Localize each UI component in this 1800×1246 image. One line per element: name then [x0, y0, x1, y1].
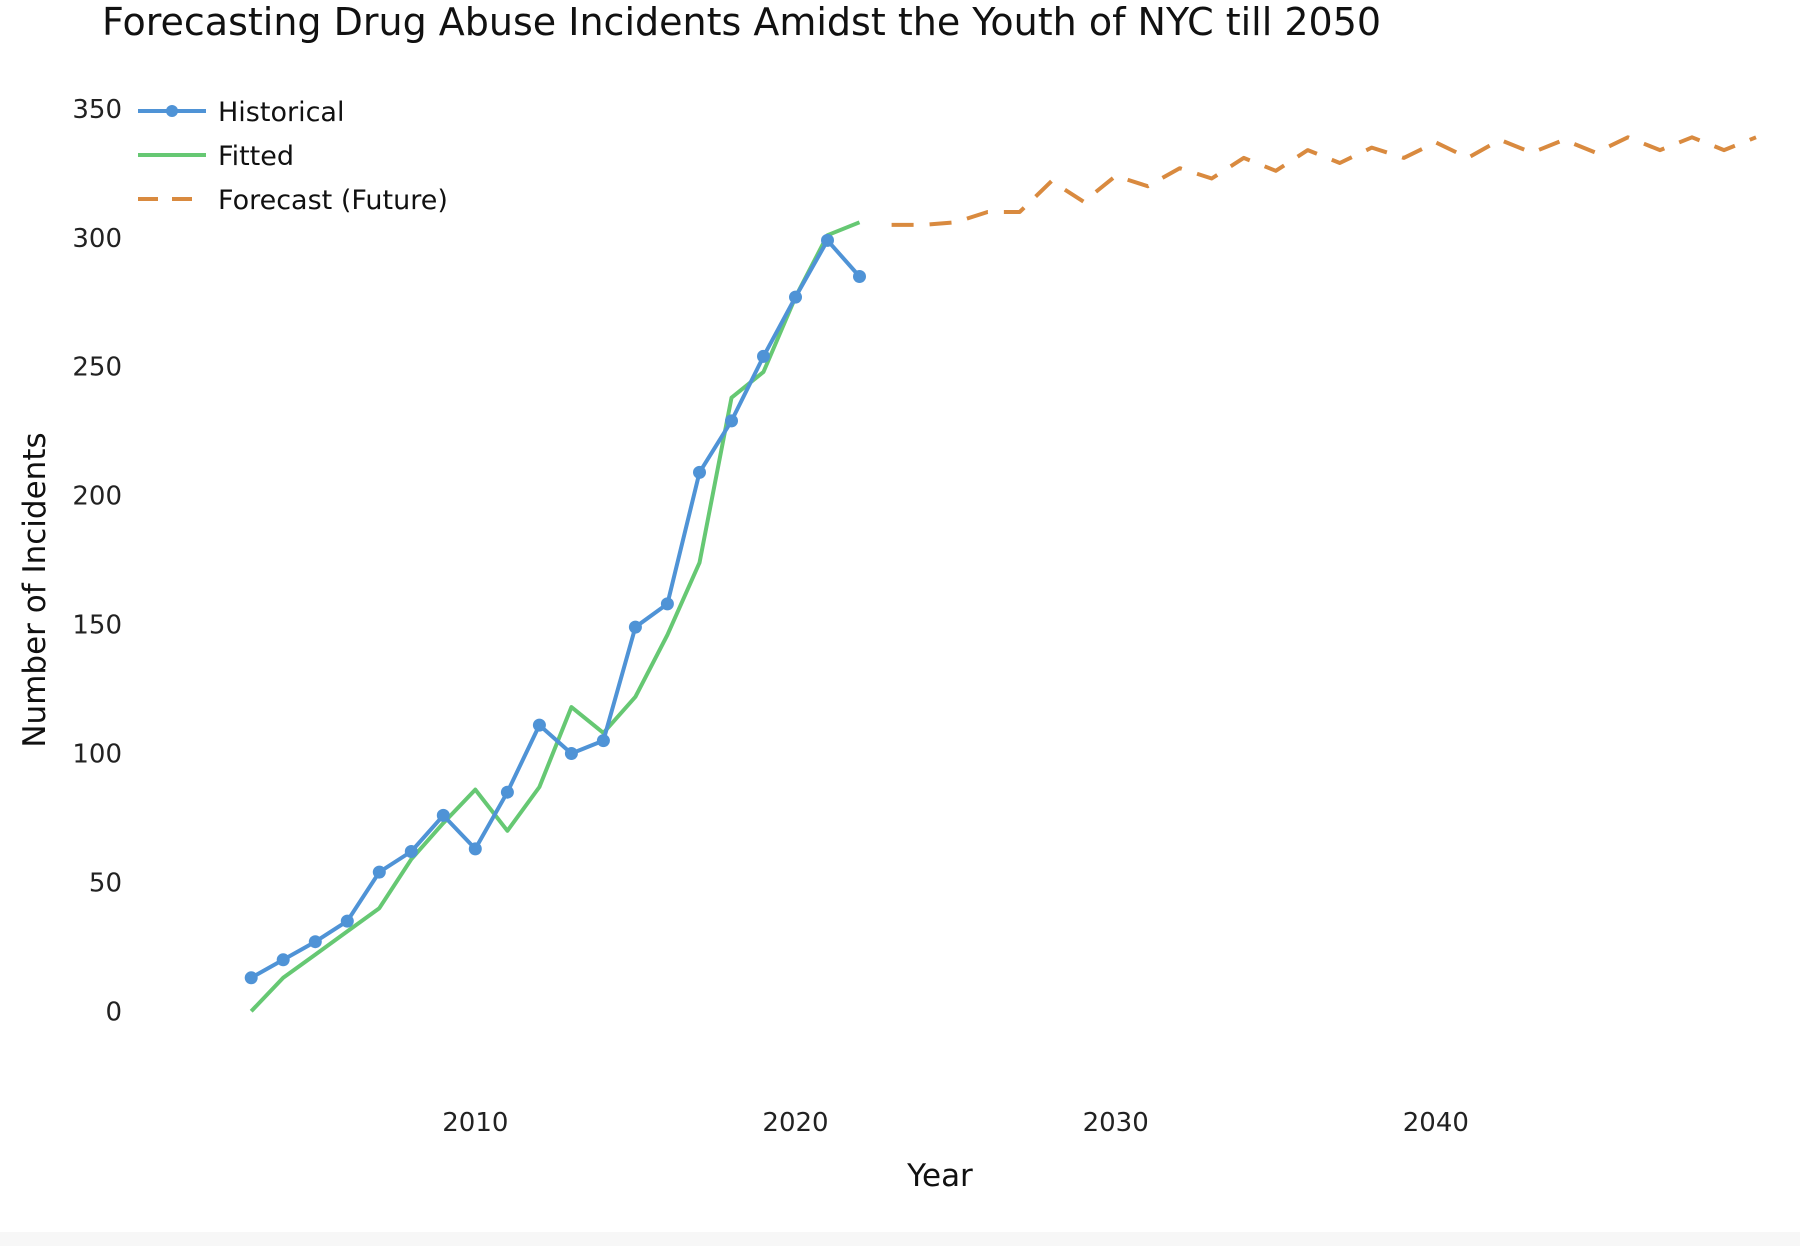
y-tick-label: 0: [105, 997, 122, 1027]
x-axis-ticks: 2010 2020 2030 2040: [442, 1108, 1469, 1138]
y-tick-label: 50: [89, 868, 122, 898]
data-point-historical[interactable]: [532, 718, 546, 732]
data-point-historical[interactable]: [372, 865, 386, 879]
data-point-historical[interactable]: [564, 747, 578, 760]
data-point-historical[interactable]: [853, 270, 866, 283]
series-layer: [244, 135, 1757, 1013]
data-point-historical[interactable]: [789, 290, 802, 304]
data-point-historical[interactable]: [468, 842, 482, 856]
legend-label-forecast: Forecast (Future): [218, 185, 448, 216]
bottom-strip: [0, 1232, 1800, 1246]
x-tick-label: 2040: [1403, 1108, 1469, 1138]
y-axis-title: Number of Incidents: [17, 432, 53, 747]
x-tick-label: 2020: [762, 1108, 828, 1138]
data-point-historical[interactable]: [725, 414, 738, 428]
legend-item-fitted[interactable]: Fitted: [138, 141, 294, 172]
data-point-historical[interactable]: [308, 935, 322, 949]
y-tick-label: 250: [72, 353, 122, 383]
x-tick-label: 2030: [1083, 1108, 1149, 1138]
series-line-forecast-future: [891, 135, 1757, 227]
y-tick-label: 100: [72, 739, 122, 769]
x-axis-title: Year: [906, 1158, 973, 1194]
data-point-historical[interactable]: [693, 465, 706, 479]
y-tick-label: 150: [72, 611, 122, 641]
data-point-historical[interactable]: [436, 808, 450, 822]
y-axis-ticks: 0 50 100 150 200 250 300 350: [72, 95, 122, 1027]
legend: Historical Fitted Forecast (Future): [138, 97, 448, 216]
data-point-historical[interactable]: [276, 953, 290, 967]
data-point-historical[interactable]: [628, 620, 642, 634]
legend-item-historical[interactable]: Historical: [138, 97, 344, 128]
data-point-historical[interactable]: [821, 233, 834, 247]
data-point-historical[interactable]: [244, 971, 258, 985]
legend-label-fitted: Fitted: [218, 141, 294, 172]
data-point-historical[interactable]: [500, 785, 514, 799]
y-tick-label: 200: [72, 482, 122, 512]
legend-marker-historical: [166, 105, 178, 117]
x-tick-label: 2010: [442, 1108, 508, 1138]
series-line-historical: [250, 238, 861, 980]
data-point-historical[interactable]: [404, 845, 418, 858]
y-tick-label: 300: [72, 224, 122, 254]
legend-item-forecast[interactable]: Forecast (Future): [138, 185, 448, 216]
data-point-historical[interactable]: [757, 349, 770, 363]
chart-title: Forecasting Drug Abuse Incidents Amidst …: [102, 0, 1382, 44]
data-point-historical[interactable]: [596, 734, 610, 748]
y-tick-label: 350: [72, 95, 122, 125]
series-line-fitted: [249, 220, 861, 1013]
legend-label-historical: Historical: [218, 97, 344, 128]
data-point-historical[interactable]: [660, 597, 674, 611]
data-point-historical[interactable]: [340, 914, 354, 928]
